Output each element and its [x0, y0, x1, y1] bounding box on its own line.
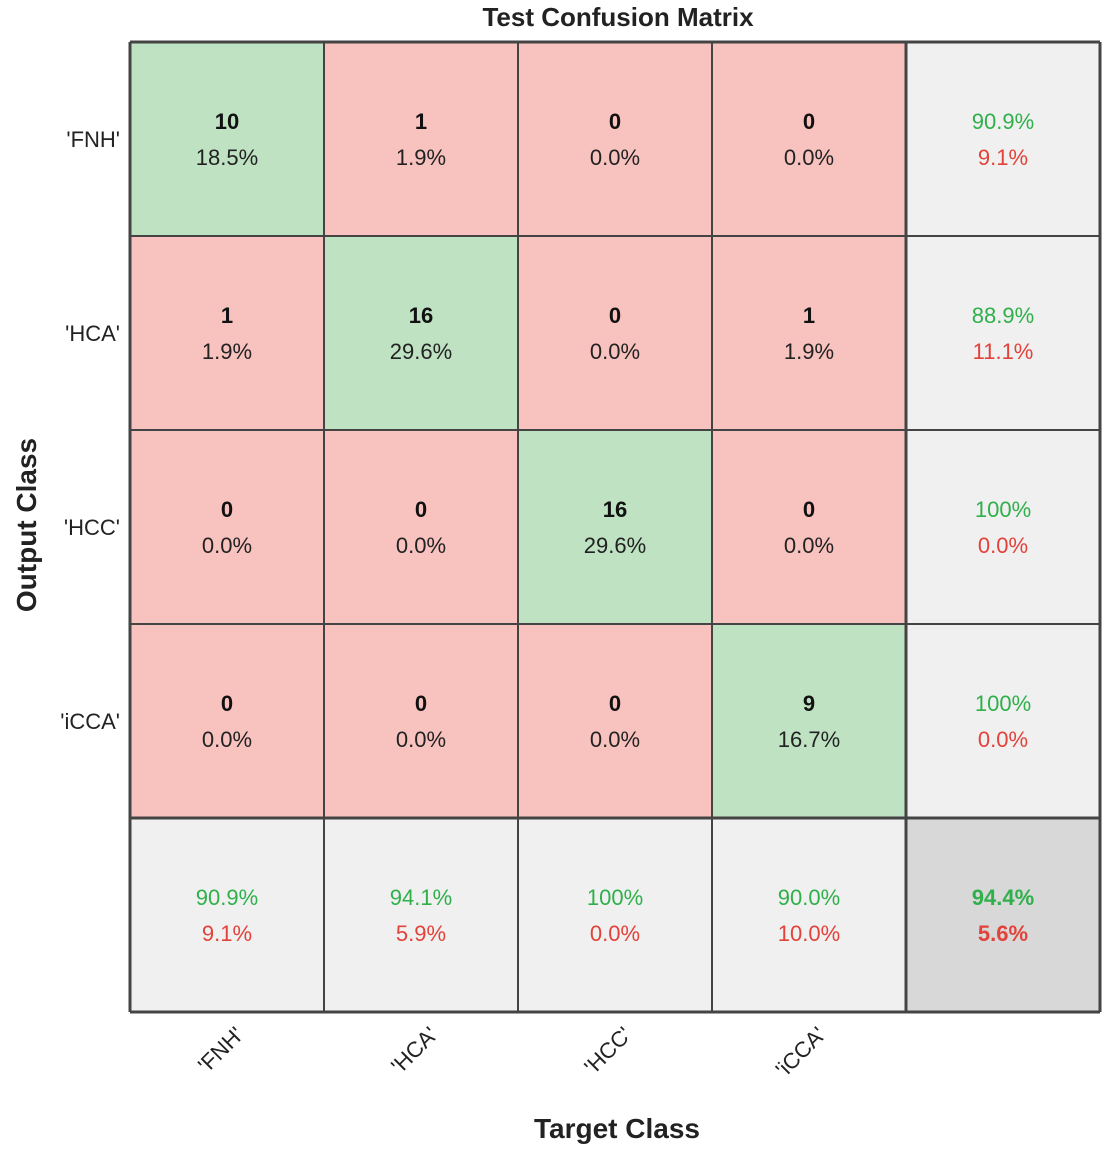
cell-percent: 0.0%	[396, 533, 446, 558]
column-error: 9.1%	[202, 921, 252, 946]
x-tick-label: 'iCCA'	[771, 1022, 831, 1082]
column-error: 10.0%	[778, 921, 840, 946]
overall-accuracy-cell	[906, 818, 1100, 1012]
misclassified-cell	[130, 430, 324, 624]
cell-count: 0	[221, 497, 233, 522]
row-precision: 88.9%	[972, 303, 1034, 328]
cell-percent: 1.9%	[202, 339, 252, 364]
cell-percent: 16.7%	[778, 727, 840, 752]
misclassified-cell	[518, 236, 712, 430]
cell-count: 0	[803, 109, 815, 134]
x-axis-label: Target Class	[534, 1113, 700, 1144]
matrix-grid	[128, 40, 1102, 1014]
y-tick-label: 'FNH'	[66, 127, 120, 152]
x-tick-label: 'HCA'	[386, 1022, 442, 1078]
y-tick-label: 'iCCA'	[60, 709, 120, 734]
cell-percent: 0.0%	[784, 145, 834, 170]
column-summary-cell	[518, 818, 712, 1012]
correct-cell	[712, 624, 906, 818]
misclassified-cell	[712, 430, 906, 624]
cell-count: 9	[803, 691, 815, 716]
row-summary-cell	[906, 236, 1100, 430]
row-precision: 90.9%	[972, 109, 1034, 134]
chart-title: Test Confusion Matrix	[482, 2, 754, 32]
column-summary-cell	[130, 818, 324, 1012]
column-recall: 100%	[587, 885, 643, 910]
row-precision: 100%	[975, 691, 1031, 716]
misclassified-cell	[324, 624, 518, 818]
cell-count: 10	[215, 109, 239, 134]
row-error: 11.1%	[973, 339, 1034, 364]
row-error: 9.1%	[978, 145, 1028, 170]
cell-count: 16	[603, 497, 627, 522]
cell-count: 1	[415, 109, 427, 134]
cell-percent: 0.0%	[202, 533, 252, 558]
row-precision: 100%	[975, 497, 1031, 522]
cell-percent: 18.5%	[196, 145, 258, 170]
column-recall: 90.9%	[196, 885, 258, 910]
misclassified-cell	[712, 42, 906, 236]
cell-percent: 29.6%	[390, 339, 452, 364]
cell-percent: 1.9%	[784, 339, 834, 364]
row-summary-cell	[906, 42, 1100, 236]
cell-percent: 0.0%	[590, 339, 640, 364]
misclassified-cell	[130, 624, 324, 818]
cell-count: 0	[609, 691, 621, 716]
misclassified-cell	[324, 42, 518, 236]
x-tick-label: 'HCC'	[579, 1022, 636, 1079]
y-axis-label: Output Class	[11, 438, 42, 612]
cell-percent: 0.0%	[590, 145, 640, 170]
cell-percent: 29.6%	[584, 533, 646, 558]
cell-count: 0	[221, 691, 233, 716]
y-tick-label: 'HCC'	[64, 515, 120, 540]
row-summary-cell	[906, 430, 1100, 624]
cell-count: 1	[803, 303, 815, 328]
y-tick-label: 'HCA'	[65, 321, 120, 346]
cell-count: 16	[409, 303, 433, 328]
column-recall: 90.0%	[778, 885, 840, 910]
column-error: 0.0%	[590, 921, 640, 946]
cell-percent: 0.0%	[202, 727, 252, 752]
row-summary-cell	[906, 624, 1100, 818]
misclassified-cell	[130, 236, 324, 430]
x-tick-label: 'FNH'	[193, 1022, 249, 1078]
misclassified-cell	[712, 236, 906, 430]
cell-count: 1	[221, 303, 233, 328]
misclassified-cell	[324, 430, 518, 624]
column-recall: 94.1%	[390, 885, 452, 910]
correct-cell	[518, 430, 712, 624]
misclassified-cell	[518, 624, 712, 818]
column-summary-cell	[324, 818, 518, 1012]
cell-percent: 0.0%	[396, 727, 446, 752]
misclassified-cell	[518, 42, 712, 236]
column-error: 5.9%	[396, 921, 446, 946]
cell-count: 0	[415, 691, 427, 716]
cell-count: 0	[415, 497, 427, 522]
overall-error: 5.6%	[978, 921, 1028, 946]
row-error: 0.0%	[978, 533, 1028, 558]
overall-accuracy: 94.4%	[972, 885, 1034, 910]
column-summary-cell	[712, 818, 906, 1012]
correct-cell	[130, 42, 324, 236]
cell-percent: 0.0%	[590, 727, 640, 752]
cell-count: 0	[609, 109, 621, 134]
row-error: 0.0%	[978, 727, 1028, 752]
matrix-cells	[130, 42, 1100, 1012]
cell-percent: 1.9%	[396, 145, 446, 170]
correct-cell	[324, 236, 518, 430]
cell-percent: 0.0%	[784, 533, 834, 558]
cell-count: 0	[803, 497, 815, 522]
cell-count: 0	[609, 303, 621, 328]
